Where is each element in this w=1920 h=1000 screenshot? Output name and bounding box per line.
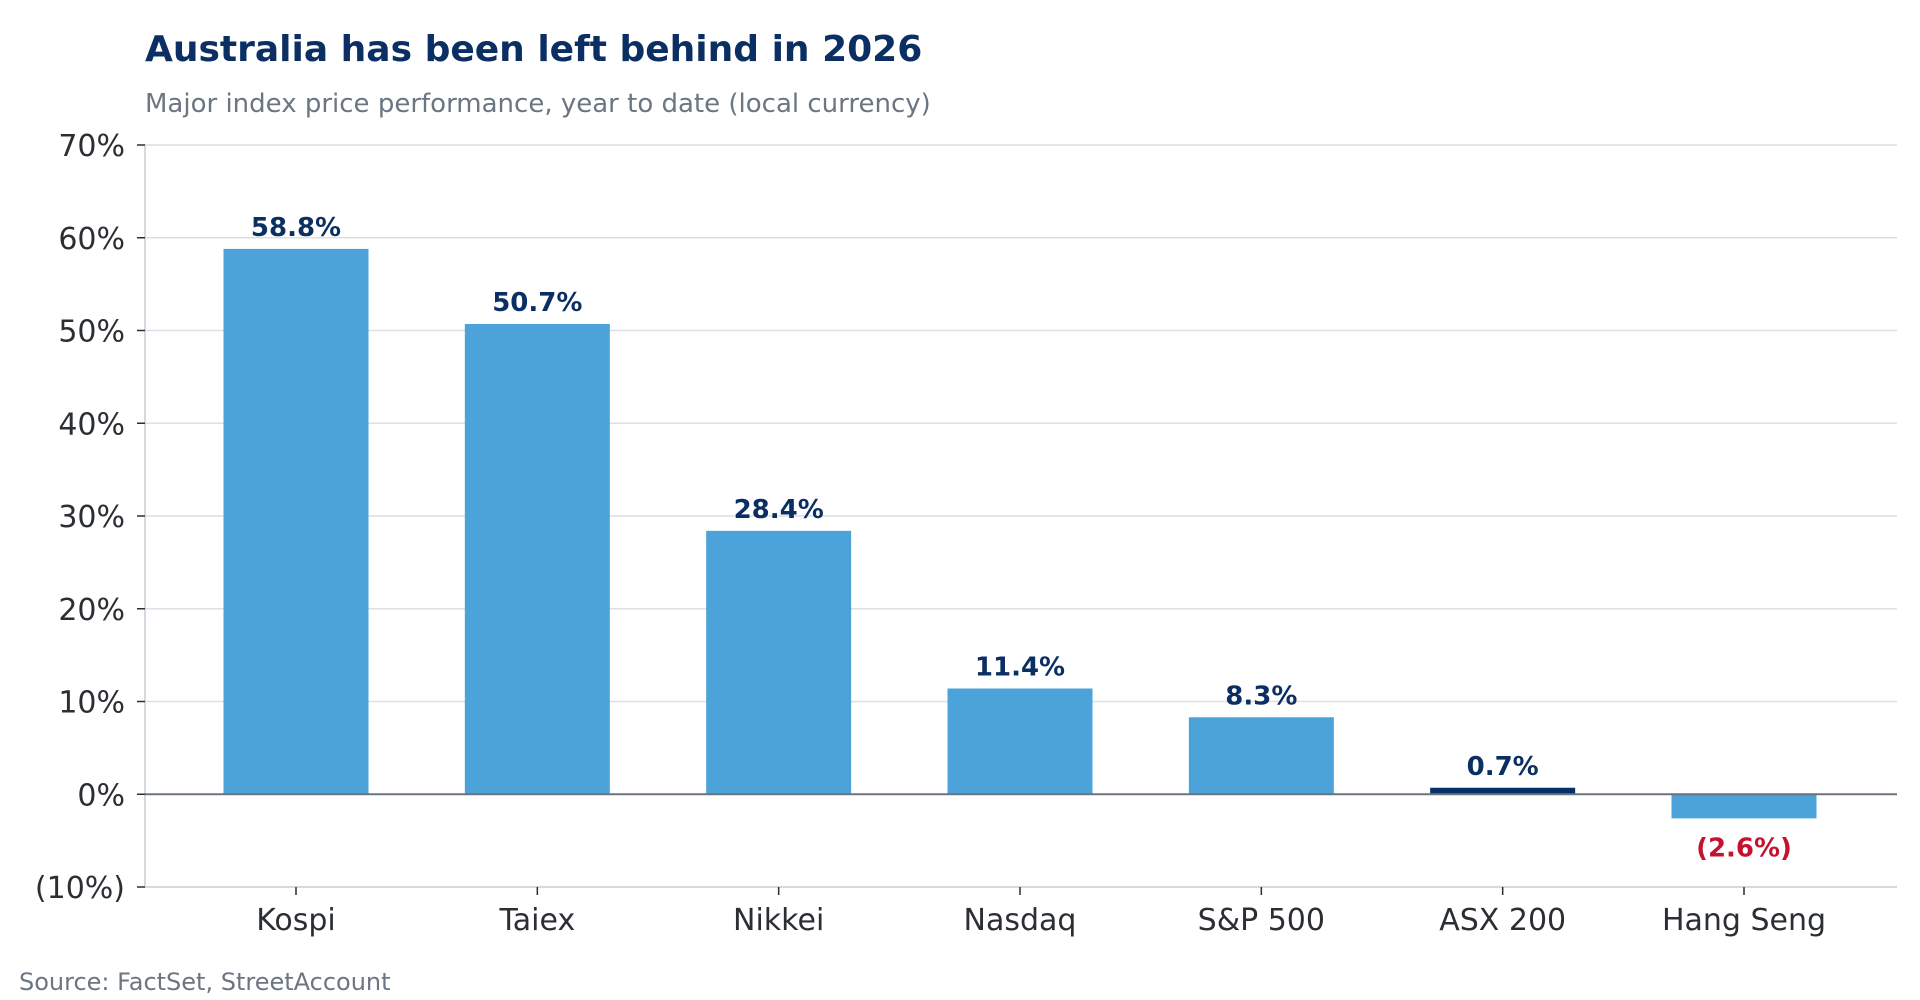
y-tick-label: 40% <box>58 407 125 442</box>
x-tick-label: Hang Seng <box>1662 903 1826 938</box>
y-tick-label: 30% <box>58 500 125 535</box>
x-tick-label: ASX 200 <box>1439 903 1566 938</box>
data-label: (2.6%) <box>1696 833 1792 863</box>
y-tick-label: 70% <box>58 129 125 164</box>
axes: (10%) 0% 10% 20% 30% 40% 50% 60% 70% Kospi Taiex Ni… <box>35 129 1897 938</box>
x-tick-label: Nasdaq <box>964 903 1077 938</box>
bar <box>947 688 1093 795</box>
source-note: Source: FactSet, StreetAccount <box>19 968 391 996</box>
bar <box>706 530 852 795</box>
x-tick-label: Nikkei <box>733 903 824 938</box>
bar <box>223 248 369 795</box>
data-label: 28.4% <box>734 495 824 525</box>
data-label: 0.7% <box>1467 752 1539 782</box>
bar <box>1188 717 1334 795</box>
y-tick-label: (10%) <box>35 871 125 906</box>
data-label: 58.8% <box>251 213 341 243</box>
chart-title: Australia has been left behind in 2026 <box>145 29 922 70</box>
y-tick-label: 60% <box>58 222 125 257</box>
y-tick-label: 20% <box>58 593 125 628</box>
data-labels: 58.8% 50.7% 28.4% 11.4% 8.3% 0.7% (2.6%) <box>251 213 1792 863</box>
x-tick-label: Kospi <box>256 903 336 938</box>
bar <box>1430 787 1576 795</box>
x-tick-label: S&P 500 <box>1198 903 1325 938</box>
data-label: 11.4% <box>975 653 1065 683</box>
data-label: 8.3% <box>1225 681 1297 711</box>
data-label: 50.7% <box>492 288 582 318</box>
chart-subtitle: Major index price performance, year to d… <box>145 89 931 119</box>
y-tick-label: 50% <box>58 315 125 350</box>
gridlines <box>145 144 1897 703</box>
y-tick-label: 10% <box>58 686 125 721</box>
bars <box>223 248 1817 819</box>
y-tick-label: 0% <box>77 778 125 813</box>
x-tick-label: Taiex <box>498 903 575 938</box>
bar <box>464 324 610 795</box>
bar <box>1671 794 1817 819</box>
